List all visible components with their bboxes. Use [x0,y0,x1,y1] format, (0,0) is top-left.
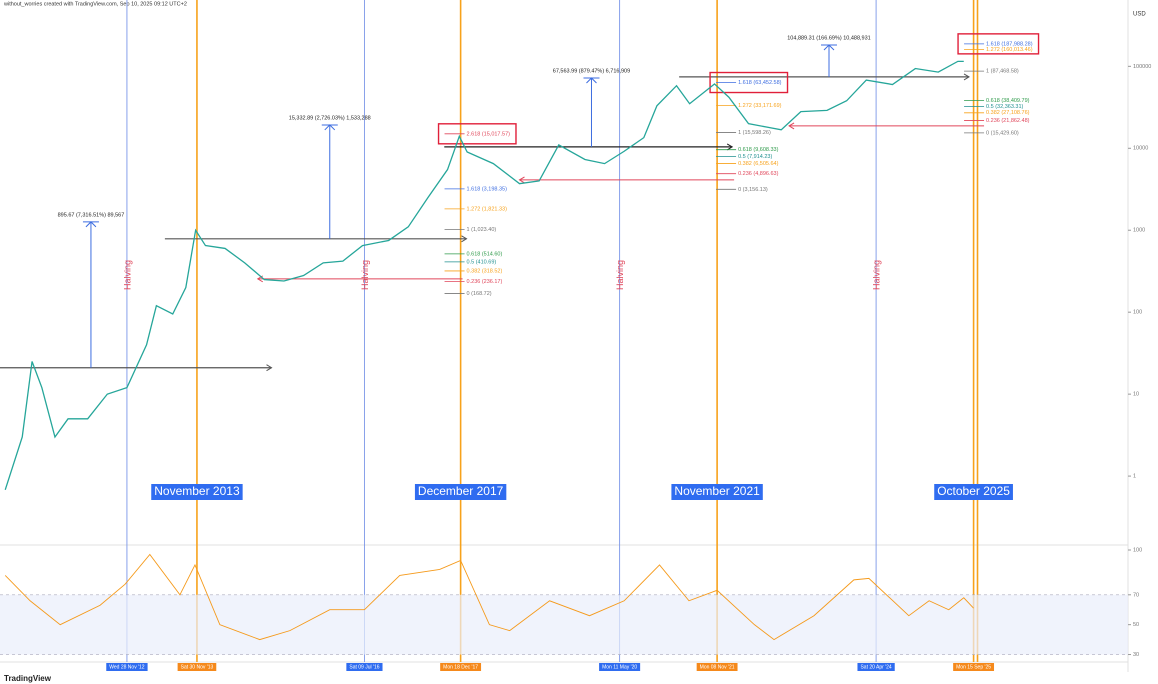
date-tag-bg [953,663,995,671]
cycle-label: October 2025 [937,484,1010,498]
date-tag-bg [177,663,217,671]
arrow-head [963,73,970,81]
date-tag: Sat 30 Nov '13 [181,664,214,670]
arrow-head [461,235,468,243]
measure-label: 104,889.31 (166.69%) 10,488,931 [787,35,871,41]
fib-label: 0 (15,429.60) [986,130,1019,136]
date-tag: Sat 09 Jul '16 [349,664,379,670]
fib-label: 0.236 (4,896.63) [738,171,779,177]
y-tick-label: 50 [1133,622,1139,628]
fib-label: 2.618 (15,017.57) [467,131,511,137]
fib-label: 1.618 (63,452.58) [738,80,782,86]
fib-label: 1.618 (187,988.28) [986,41,1033,47]
cycle-label: December 2017 [418,484,504,498]
halving-label: Halving [122,260,132,290]
date-tag-bg [857,663,895,671]
halving-label: Halving [871,260,881,290]
measure-label: 895.67 (7,316.51%) 89,567 [58,212,125,218]
price-line [4,60,964,491]
fib-label: 0.5 (32,363.31) [986,104,1023,110]
fib-label: 1 (1,023.40) [467,227,497,233]
y-tick-label: 30 [1133,652,1139,658]
rsi-line [4,553,974,641]
cycle-label-bg [414,484,507,500]
date-tag-bg [106,663,148,671]
cycle-label: November 2013 [154,484,240,498]
arrow-head [726,143,734,151]
date-tag: Mon 11 May '20 [602,664,637,670]
header: without_worries created with TradingView… [3,1,187,7]
arrow-head [788,122,795,130]
highlight-box [957,33,1040,55]
date-tag-bg [599,663,641,671]
halving-label: Halving [360,260,370,290]
fib-label: 1.272 (160,013.46) [986,47,1033,53]
fib-label: 1.618 (3,198.35) [467,186,508,192]
date-tag: Mon 08 Nov '21 [700,664,735,670]
fib-label: 1.272 (1,821.33) [467,206,508,212]
logo: TradingView [4,674,52,683]
y-tick-label: 70 [1133,592,1139,598]
fib-label: 0.382 (6,505.64) [738,161,779,167]
fib-label: 0.618 (514.60) [467,251,503,257]
fib-label: 0 (3,156.13) [738,187,768,193]
fib-label: 1 (87,468.58) [986,69,1019,75]
fib-label: 0.5 (7,914.23) [738,154,772,160]
arrow-head [518,176,525,184]
fib-label: 0.618 (9,608.33) [738,147,779,153]
y-tick-label: 10 [1133,392,1139,398]
y-tick-label: 1000 [1133,228,1145,234]
measure-label: 67,563.99 (879.47%) 6,716,909 [553,68,630,74]
cycle-label: November 2021 [674,484,760,498]
y-tick-label: 100 [1133,310,1142,316]
date-tag-bg [696,663,738,671]
y-tick-label: 100 [1133,547,1142,553]
measure-label: 15,332.89 (2,726.03%) 1,533,288 [289,115,371,121]
highlight-box [437,123,517,145]
date-tag: Mon 15 Sep '25 [956,664,991,670]
cycle-label-bg [151,484,243,500]
fib-label: 0.236 (236.17) [467,279,503,285]
highlight-box [709,71,789,94]
rsi-band [0,594,1128,655]
fib-label: 0 (168.72) [467,291,492,297]
y-tick-label: 10000 [1133,146,1148,152]
halving-label: Halving [615,260,625,290]
fib-label: 1.272 (33,171.69) [738,103,782,109]
fib-label: 0.382 (27,108.76) [986,110,1030,116]
date-tag-bg [440,663,482,671]
date-tag-bg [346,663,383,671]
fib-label: 1 (15,598.26) [738,130,771,136]
fib-label: 0.5 (410.69) [467,259,497,265]
date-tag: Sat 20 Apr '24 [860,664,891,670]
arrow-head [266,364,273,372]
currency: USD [1133,12,1146,18]
date-tag: Wed 28 Nov '12 [109,664,145,670]
date-tag: Mon 18 Dec '17 [443,664,478,670]
y-tick-label: 1 [1133,474,1136,480]
fib-label: 0.382 (318.52) [467,268,503,274]
cycle-label-bg [934,484,1013,500]
fib-label: 0.236 (21,862.48) [986,118,1030,124]
y-tick-label: 100000 [1133,64,1151,70]
fib-label: 0.618 (38,409.79) [986,98,1030,104]
cycle-label-bg [671,484,763,500]
